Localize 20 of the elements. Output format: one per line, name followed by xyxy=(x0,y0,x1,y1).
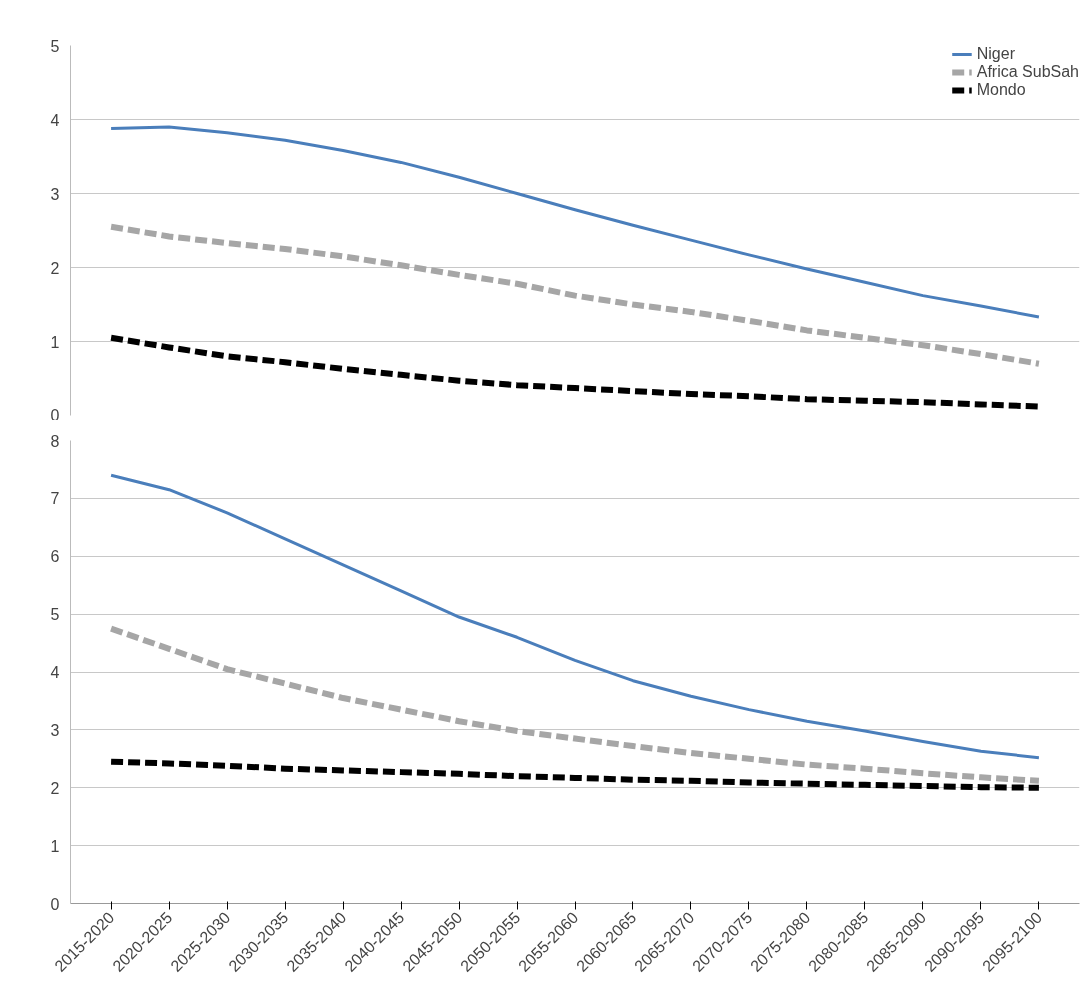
y-tick-label: 4 xyxy=(50,111,60,129)
y-tick-label: 1 xyxy=(50,333,60,351)
y-tick-label: 7 xyxy=(50,490,60,508)
y-tick-label: 5 xyxy=(50,606,60,624)
y-tick-label: 1 xyxy=(50,837,60,855)
y-tick-label: 2 xyxy=(50,259,60,277)
y-tick-label: 6 xyxy=(50,548,60,566)
line-series xyxy=(109,473,1041,760)
y-tick-label: 0 xyxy=(50,406,60,424)
y-tick-label: 2 xyxy=(50,779,60,797)
y-tick-label: 0 xyxy=(50,895,60,913)
y-tick-label: 4 xyxy=(50,664,60,681)
y-tick-label: 3 xyxy=(50,185,60,203)
y-tick-label: 3 xyxy=(50,721,60,739)
legend-label: Africa SubSah xyxy=(976,63,1079,81)
legend-label: Niger xyxy=(976,45,1015,63)
y-tick-label: 8 xyxy=(50,432,60,450)
legend-label: Mondo xyxy=(976,81,1026,99)
line-series xyxy=(109,125,1041,319)
y-tick-label: 5 xyxy=(50,37,60,55)
